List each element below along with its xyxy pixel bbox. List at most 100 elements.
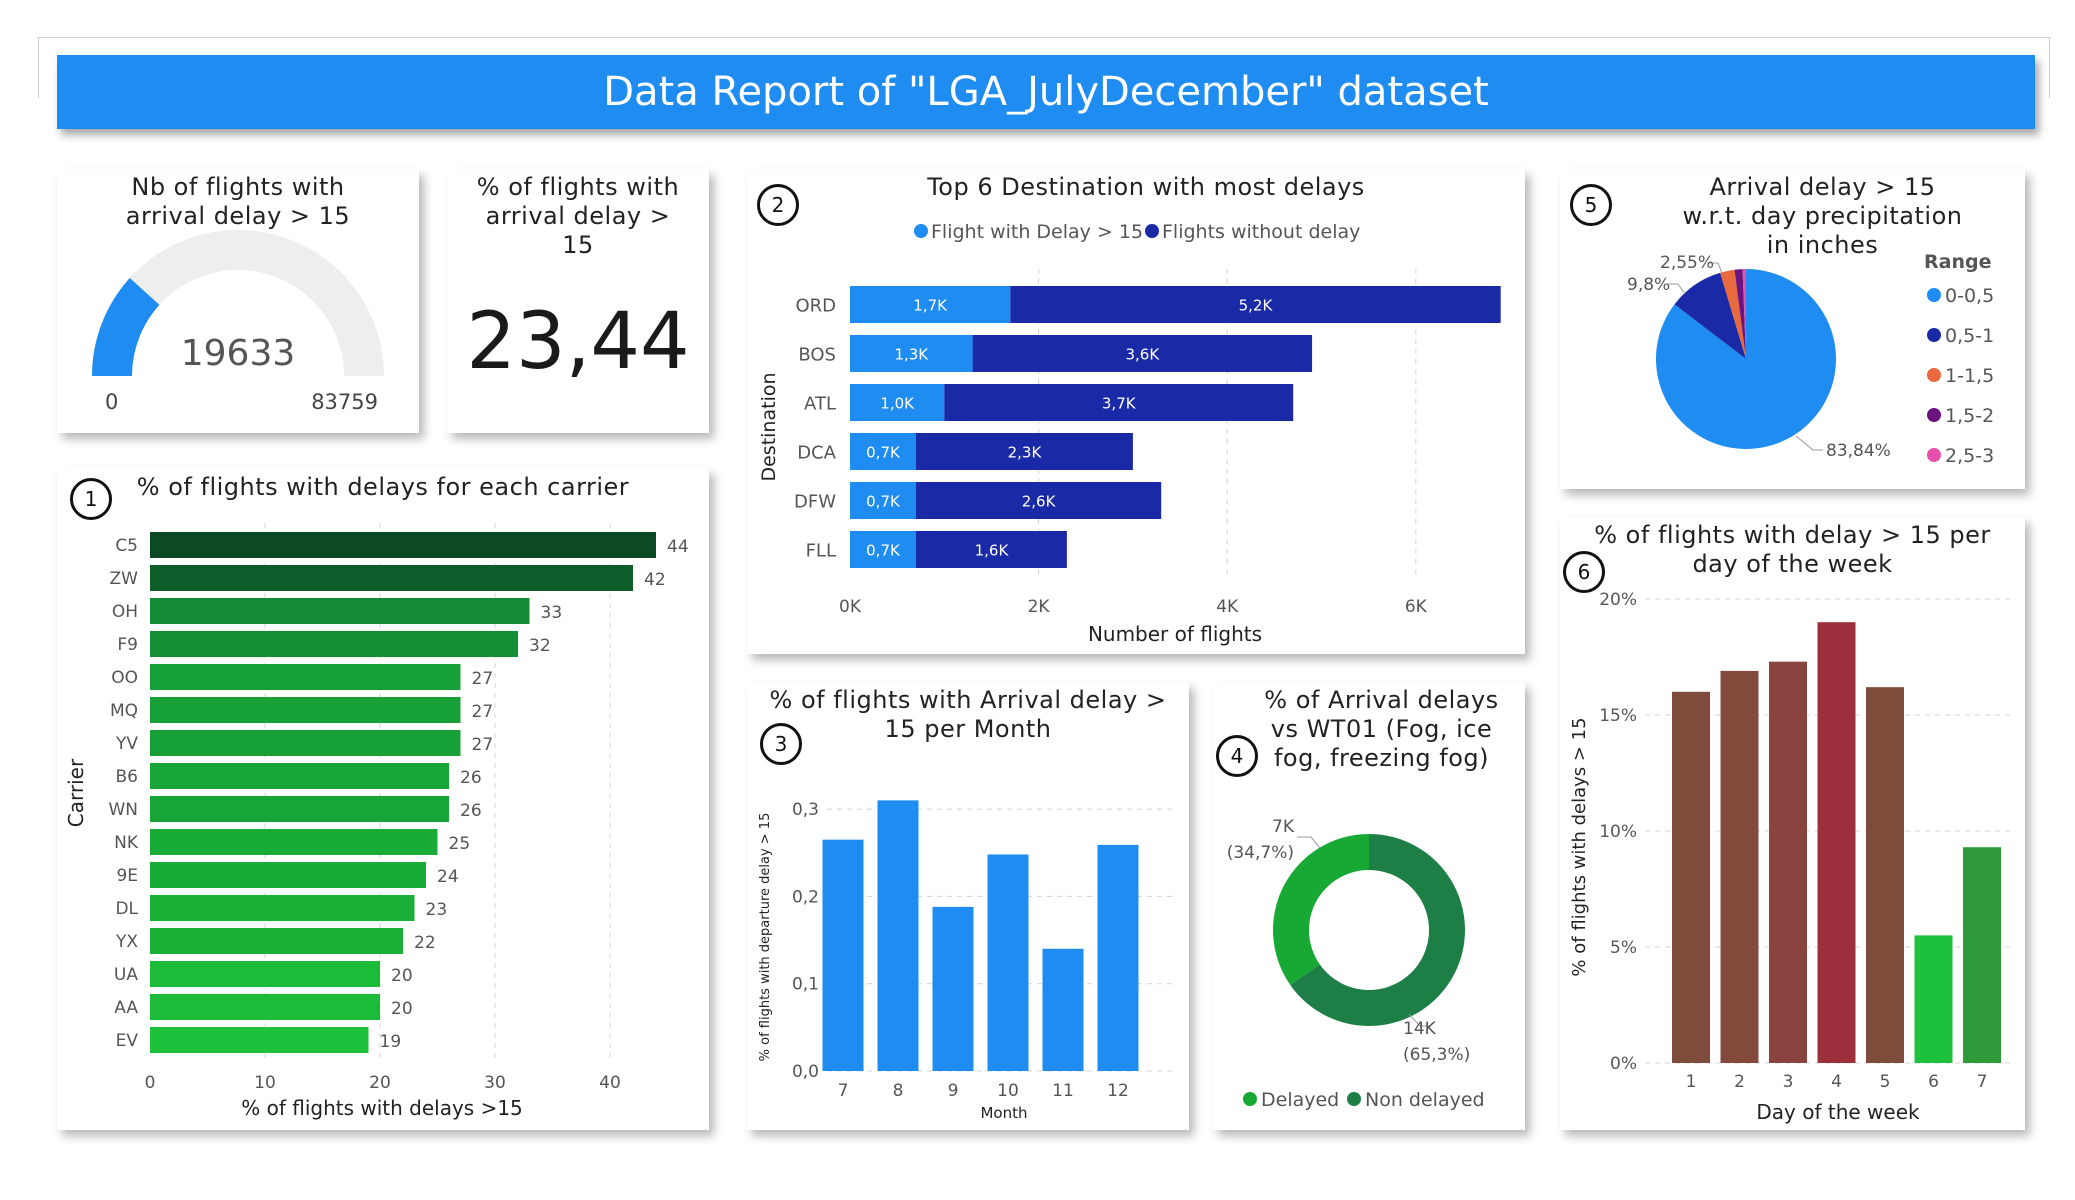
carrier-x-axis-title: % of flights with delays >15 (241, 1096, 523, 1120)
dow-y-tick: 10% (1599, 822, 1637, 842)
destination-category-label: DCA (797, 443, 836, 464)
month-x-axis-title: Month (980, 1104, 1027, 1122)
destination-card[interactable]: Top 6 Destination with most delays 2 Fli… (747, 169, 1525, 654)
carrier-bar (150, 631, 518, 657)
dow-bar (1963, 847, 2001, 1063)
destination-x-tick: 6K (1405, 597, 1428, 617)
gauge-value: 19633 (181, 333, 296, 374)
month-chart: Month % of flights with departure delay … (758, 800, 1177, 1122)
precipitation-data-label: 83,84% (1826, 441, 1891, 461)
precipitation-legend-marker (1927, 448, 1941, 462)
badge-2: 2 (757, 184, 799, 226)
precipitation-data-label: 9,8% (1627, 275, 1670, 295)
carrier-value-label: 24 (437, 867, 459, 887)
dow-card[interactable]: % of flights with delay > 15 per day of … (1560, 517, 2025, 1130)
carrier-x-tick: 20 (369, 1073, 391, 1093)
destination-bar-delay (850, 335, 973, 372)
fog-data-label: 14K (1403, 1019, 1437, 1039)
carrier-x-tick: 10 (254, 1073, 276, 1093)
dow-x-tick: 4 (1831, 1072, 1842, 1092)
month-bar (822, 839, 864, 1071)
month-x-tick: 12 (1107, 1081, 1129, 1101)
destination-data-label: 1,3K (894, 346, 929, 364)
month-y-tick: 0,3 (792, 800, 819, 820)
carrier-category-label: EV (116, 1031, 139, 1051)
carrier-bar (150, 532, 656, 558)
precipitation-chart: Range 83,84% 9,8%2,55% 0-0,5 0,5-1 1-1,5 1,5-… (1627, 251, 1994, 467)
destination-bar-delay (850, 384, 945, 421)
dow-bar (1914, 935, 1953, 1063)
dow-bar (1817, 622, 1856, 1063)
gauge-card[interactable]: Nb of flights with arrival delay > 15 19… (57, 169, 419, 433)
precipitation-leader-line (1668, 283, 1686, 295)
destination-bar-nodelay (916, 531, 1067, 568)
gauge-min: 0 (105, 390, 118, 414)
dow-x-tick: 2 (1734, 1072, 1745, 1092)
month-x-tick: 11 (1052, 1081, 1074, 1101)
month-title: % of flights with Arrival delay > 15 per… (769, 686, 1167, 743)
carrier-value-label: 26 (460, 768, 482, 788)
precipitation-legend-label: 1-1,5 (1945, 365, 1994, 387)
month-bar (932, 906, 974, 1071)
precipitation-data-label: 2,55% (1660, 253, 1714, 273)
fog-data-label: 7K (1272, 817, 1295, 837)
carrier-category-label: F9 (117, 635, 138, 655)
fog-slice (1273, 834, 1369, 985)
page-title: Data Report of "LGA_JulyDecember" datase… (603, 69, 1489, 115)
precipitation-legend-marker (1927, 408, 1941, 422)
carrier-value-label: 33 (541, 603, 563, 623)
carrier-x-tick: 30 (484, 1073, 506, 1093)
legend-nodelay-label: Flights without delay (1162, 221, 1360, 243)
carrier-value-label: 20 (391, 999, 413, 1019)
destination-data-label: 5,2K (1239, 297, 1274, 315)
precipitation-legend-marker (1927, 288, 1941, 302)
legend-nodelay-marker (1145, 224, 1159, 238)
destination-bar-nodelay (972, 335, 1313, 372)
precipitation-slice (1720, 269, 1746, 359)
carrier-title: % of flights with delays for each carrie… (136, 473, 630, 501)
legend-delayed-label: Delayed (1261, 1089, 1339, 1111)
month-card[interactable]: % of flights with Arrival delay > 15 per… (747, 682, 1189, 1130)
month-x-tick: 7 (838, 1081, 849, 1101)
kpi-card[interactable]: % of flights with arrival delay > 15 23,… (447, 169, 709, 433)
carrier-bar (150, 928, 403, 954)
carrier-category-label: C5 (115, 536, 138, 556)
kpi-title: % of flights with arrival delay > 15 (476, 173, 680, 259)
carrier-value-label: 27 (472, 669, 494, 689)
precipitation-legend-label: 1,5-2 (1945, 405, 1994, 427)
carrier-bar (150, 796, 449, 822)
carrier-value-label: 26 (460, 801, 482, 821)
kpi-value: 23,44 (466, 297, 690, 387)
dow-bar (1720, 670, 1759, 1063)
badge-5: 5 (1570, 184, 1612, 226)
carrier-category-label: MQ (110, 701, 138, 721)
carrier-category-label: YX (115, 932, 138, 952)
destination-data-label: 3,7K (1102, 395, 1137, 413)
dow-x-axis-title: Day of the week (1756, 1100, 1920, 1124)
fog-data-label: (65,3%) (1403, 1045, 1470, 1065)
dow-bar (1769, 661, 1807, 1063)
fog-leader-line (1408, 1013, 1431, 1027)
carrier-value-label: 22 (414, 933, 436, 953)
month-y-axis-title: % of flights with departure delay > 15 (758, 813, 773, 1062)
destination-category-label: FLL (806, 541, 836, 562)
dow-bar (1672, 691, 1710, 1063)
fog-slice (1290, 834, 1465, 1026)
fog-card[interactable]: % of Arrival delays vs WT01 (Fog, ice fo… (1213, 682, 1525, 1130)
carrier-card[interactable]: % of flights with delays for each carrie… (57, 468, 709, 1130)
destination-chart: Flight with Delay > 15 Flights without d… (758, 221, 1501, 646)
legend-delayed-marker (1243, 1092, 1257, 1106)
destination-category-label: ATL (804, 394, 836, 415)
precipitation-card[interactable]: Arrival delay > 15 w.r.t. day precipitat… (1560, 169, 2025, 489)
destination-data-label: 0,7K (866, 493, 901, 511)
destination-data-label: 3,6K (1125, 346, 1160, 364)
fog-chart: Delayed Non delayed 7K (34,7%) 14K (65,3%) (1227, 817, 1485, 1111)
destination-data-label: 1,7K (913, 297, 948, 315)
carrier-chart: % of flights with delays >15 Carrier 0 10… (64, 523, 689, 1120)
dow-y-tick: 0% (1610, 1054, 1637, 1074)
carrier-value-label: 27 (472, 702, 494, 722)
destination-data-label: 0,7K (866, 444, 901, 462)
destination-y-axis-title: Destination (758, 372, 780, 481)
destination-bar-nodelay (944, 384, 1294, 421)
carrier-bar (150, 763, 449, 789)
